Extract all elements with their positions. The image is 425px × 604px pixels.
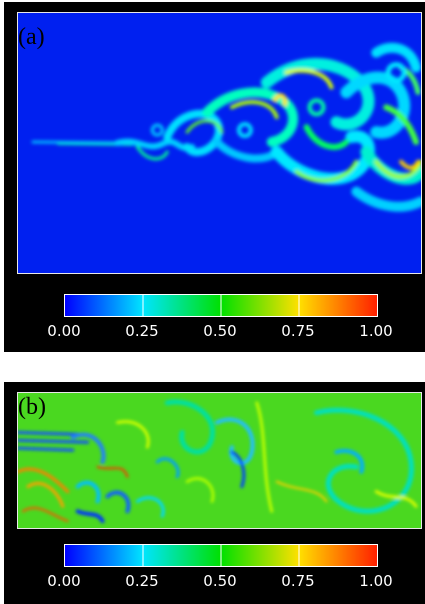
colorbar-b-tick-2: 0.50	[203, 572, 237, 590]
colorbar-b-tick-3: 0.75	[281, 572, 315, 590]
colorbar-a-ticks: 0.00 0.25 0.50 0.75 1.00	[44, 322, 404, 342]
colorbar-b	[64, 544, 378, 567]
colorbar-a-tick-2: 0.50	[203, 322, 237, 340]
concentration-field-a	[17, 12, 422, 274]
colorbar-a-tick-1: 0.25	[125, 322, 159, 340]
colorbar-b-tick-4: 1.00	[359, 572, 393, 590]
colorbar-b-tick-0: 0.00	[47, 572, 81, 590]
colorbar-a-tick-3: 0.75	[281, 322, 315, 340]
colorbar-b-ticks: 0.00 0.25 0.50 0.75 1.00	[44, 572, 404, 592]
colorbar-a	[64, 294, 378, 317]
panel-a-label: (a)	[18, 24, 45, 50]
panel-b: (b) 0.00 0.25 0.50 0.75 1.00	[4, 382, 425, 604]
panel-b-label: (b)	[18, 394, 46, 420]
concentration-field-b	[17, 392, 422, 529]
colorbar-a-tick-4: 1.00	[359, 322, 393, 340]
colorbar-b-tick-1: 0.25	[125, 572, 159, 590]
panel-a: (a) 0.00 0.25 0.50 0.75 1.00	[4, 2, 425, 352]
colorbar-a-tick-0: 0.00	[47, 322, 81, 340]
